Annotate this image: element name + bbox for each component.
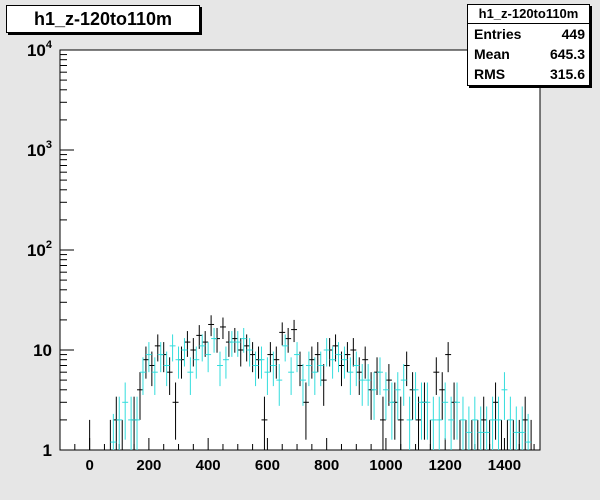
x-tick-label: 0	[85, 457, 93, 474]
stats-value-mean: 645.3	[549, 46, 585, 62]
y-tick-label: 102	[27, 239, 52, 260]
y-tick-label: 10	[33, 341, 52, 360]
plot-frame	[59, 49, 541, 451]
stats-value-rms: 315.6	[549, 66, 585, 82]
x-tick-label: 1400	[488, 457, 521, 474]
histogram-title: h1_z-120to110m	[6, 5, 200, 33]
x-tick-label: 1000	[369, 457, 402, 474]
x-tick-label: 1200	[428, 457, 461, 474]
stats-row-rms: RMS 315.6	[468, 64, 589, 84]
stats-label-entries: Entries	[474, 26, 522, 42]
stats-box-title: h1_z-120to110m	[468, 5, 589, 24]
y-tick-label: 104	[27, 39, 53, 60]
y-tick-label: 103	[27, 139, 52, 160]
x-tick-label: 400	[196, 457, 221, 474]
stats-box: h1_z-120to110m Entries 449 Mean 645.3 RM…	[467, 4, 590, 86]
x-tick-label: 800	[314, 457, 339, 474]
stats-label-mean: Mean	[474, 46, 510, 62]
x-tick-label: 600	[255, 457, 280, 474]
stats-row-entries: Entries 449	[468, 24, 589, 44]
y-tick-label: 1	[43, 441, 52, 460]
stats-value-entries: 449	[561, 26, 585, 42]
x-tick-label: 200	[136, 457, 161, 474]
stats-row-mean: Mean 645.3	[468, 44, 589, 64]
histogram-title-text: h1_z-120to110m	[33, 8, 173, 29]
stats-label-rms: RMS	[474, 66, 506, 82]
